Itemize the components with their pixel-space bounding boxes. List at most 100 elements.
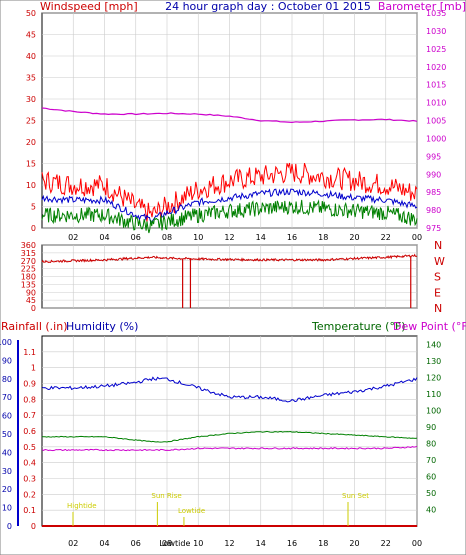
rain-tick-label: 0.8 bbox=[23, 395, 36, 404]
barometer-tick-label: 995 bbox=[426, 152, 441, 161]
annotation-label: Sun Rise bbox=[151, 492, 181, 500]
wind-tick-label: 35 bbox=[26, 74, 36, 83]
bottom-hour-tick-label: 22 bbox=[381, 539, 391, 548]
humidity-tick-label: 10 bbox=[2, 504, 12, 513]
bottom-hour-tick-label: 20 bbox=[349, 539, 359, 548]
dewpoint-line bbox=[41, 445, 418, 452]
humidity-tick-label: 80 bbox=[2, 375, 12, 384]
direction-tick-label: 0 bbox=[31, 304, 36, 313]
hour-tick-label: 20 bbox=[349, 233, 359, 242]
bottom-hour-tick-label: 08 bbox=[162, 539, 172, 548]
bottom-hour-tick-label: 06 bbox=[131, 539, 141, 548]
barometer-tick-label: 1010 bbox=[426, 99, 446, 108]
compass-tick-label: E bbox=[434, 286, 441, 299]
humidity-tick-label: 50 bbox=[2, 430, 12, 439]
axis-ticks: 0510152025303540455097598098599099510001… bbox=[0, 9, 446, 548]
barometer-tick-label: 1025 bbox=[426, 45, 446, 54]
humidity-tick-label: 30 bbox=[2, 467, 12, 476]
rain-tick-label: 1 bbox=[31, 364, 36, 373]
bottom-hour-tick-label: 10 bbox=[193, 539, 203, 548]
hour-tick-label: 00 bbox=[412, 233, 422, 242]
humidity-tick-label: 90 bbox=[2, 356, 12, 365]
annotation-label: Hightide bbox=[67, 502, 97, 510]
wind-tick-label: 15 bbox=[26, 160, 36, 169]
hour-tick-label: 12 bbox=[224, 233, 234, 242]
rain-tick-label: 1.1 bbox=[23, 348, 36, 357]
wind-average-line bbox=[41, 187, 418, 224]
rain-tick-label: 0.9 bbox=[23, 380, 36, 389]
dewpoint-label: Dew Point (°F) bbox=[393, 320, 466, 333]
barometer-tick-label: 985 bbox=[426, 188, 441, 197]
bottom-hour-tick-label: 00 bbox=[412, 539, 422, 548]
barometer-line bbox=[41, 107, 418, 124]
rain-tick-label: 0.5 bbox=[23, 443, 36, 452]
bottom-hour-tick-label: 18 bbox=[318, 539, 328, 548]
direction-tick-label: 180 bbox=[21, 273, 36, 282]
rain-tick-label: 0.6 bbox=[23, 427, 36, 436]
temperature-line bbox=[41, 430, 418, 443]
humidity-tick-label: 100 bbox=[0, 338, 12, 347]
humidity-tick-label: 60 bbox=[2, 412, 12, 421]
barometer-tick-label: 1000 bbox=[426, 134, 446, 143]
humidity-tick-label: 0 bbox=[7, 522, 12, 531]
barometer-tick-label: 1005 bbox=[426, 117, 446, 126]
barometer-tick-label: 975 bbox=[426, 224, 441, 233]
compass-tick-label: W bbox=[434, 255, 445, 268]
temperature-tick-label: 60 bbox=[426, 472, 436, 481]
humidity-line bbox=[41, 376, 418, 403]
hour-tick-label: 16 bbox=[287, 233, 297, 242]
hour-tick-label: 02 bbox=[68, 233, 78, 242]
rain-tick-label: 0.4 bbox=[23, 459, 36, 468]
graph-title: 24 hour graph day : October 01 2015 bbox=[165, 0, 371, 13]
compass-tick-label: N bbox=[434, 239, 442, 252]
windspeed-label: Windspeed [mph] bbox=[40, 0, 138, 13]
axis-annotation-label: Lowtide bbox=[159, 539, 190, 548]
barometer-label: Barometer [mb] bbox=[378, 0, 466, 13]
wind-tick-label: 20 bbox=[26, 138, 36, 147]
temperature-tick-label: 90 bbox=[426, 423, 436, 432]
annotation-label: Lowtide bbox=[178, 507, 205, 515]
rainfall-label: Rainfall (.in) bbox=[1, 320, 68, 333]
rain-tick-label: 0.1 bbox=[23, 506, 36, 515]
direction-tick-label: 90 bbox=[26, 288, 36, 297]
barometer-tick-label: 1035 bbox=[426, 9, 446, 18]
barometer-tick-label: 1030 bbox=[426, 27, 446, 36]
wind-direction-line bbox=[41, 253, 418, 264]
hour-tick-label: 14 bbox=[256, 233, 266, 242]
hour-tick-label: 18 bbox=[318, 233, 328, 242]
humidity-tick-label: 40 bbox=[2, 448, 12, 457]
wind-tick-label: 45 bbox=[26, 31, 36, 40]
wind-tick-label: 40 bbox=[26, 52, 36, 61]
data-series bbox=[41, 107, 418, 527]
hour-tick-label: 06 bbox=[131, 233, 141, 242]
humidity-tick-label: 70 bbox=[2, 393, 12, 402]
compass-tick-label: N bbox=[434, 302, 442, 315]
wind-tick-label: 25 bbox=[26, 117, 36, 126]
barometer-tick-label: 1020 bbox=[426, 63, 446, 72]
direction-tick-label: 270 bbox=[21, 257, 36, 266]
barometer-tick-label: 1015 bbox=[426, 81, 446, 90]
hour-tick-label: 10 bbox=[193, 233, 203, 242]
direction-tick-label: 315 bbox=[21, 249, 36, 258]
wind-tick-label: 50 bbox=[26, 9, 36, 18]
temperature-tick-label: 40 bbox=[426, 505, 436, 514]
wind-tick-label: 30 bbox=[26, 95, 36, 104]
temperature-tick-label: 110 bbox=[426, 390, 441, 399]
rain-tick-label: 0.3 bbox=[23, 475, 36, 484]
temperature-tick-label: 140 bbox=[426, 340, 441, 349]
wind-tick-label: 10 bbox=[26, 181, 36, 190]
wind-lull-line bbox=[41, 199, 418, 234]
wind-gust-line bbox=[41, 162, 418, 223]
hour-tick-label: 08 bbox=[162, 233, 172, 242]
compass-tick-label: S bbox=[434, 271, 441, 284]
direction-tick-label: 225 bbox=[21, 265, 36, 274]
direction-tick-label: 45 bbox=[26, 296, 36, 305]
temperature-label: Temperature (°F) bbox=[311, 320, 406, 333]
bottom-hour-tick-label: 12 bbox=[224, 539, 234, 548]
wind-tick-label: 0 bbox=[31, 224, 36, 233]
rain-tick-label: 0.7 bbox=[23, 411, 36, 420]
temperature-tick-label: 100 bbox=[426, 406, 441, 415]
hour-tick-label: 22 bbox=[381, 233, 391, 242]
